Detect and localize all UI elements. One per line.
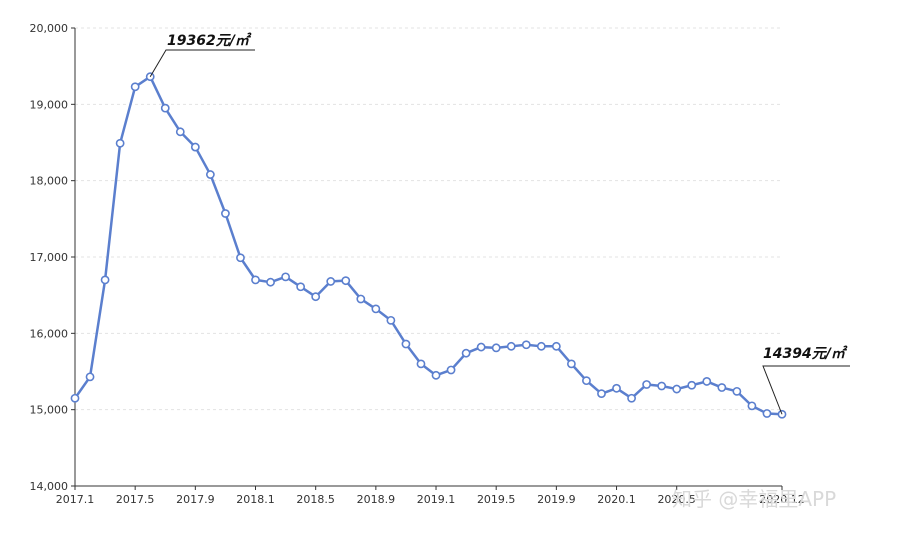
data-point xyxy=(281,272,290,282)
data-point xyxy=(416,359,426,369)
data-point xyxy=(536,341,546,351)
annotation-label: 14394元/㎡ xyxy=(763,345,848,362)
data-point xyxy=(160,103,170,113)
x-tick-label: 2019.5 xyxy=(477,493,516,506)
data-point xyxy=(311,292,321,302)
data-point xyxy=(747,401,757,411)
data-point xyxy=(612,383,621,393)
watermark-text: 知乎 @幸福里APP xyxy=(672,487,836,511)
data-point xyxy=(461,348,471,358)
data-point xyxy=(386,315,396,325)
data-point xyxy=(567,359,576,369)
data-point xyxy=(326,277,336,286)
x-tick-label: 2019.1 xyxy=(417,493,456,506)
data-point xyxy=(236,253,245,263)
y-tick-label: 15,000 xyxy=(30,404,69,417)
data-point xyxy=(175,127,185,137)
x-tick-label: 2020.12 xyxy=(759,493,805,506)
data-point xyxy=(491,343,501,353)
x-tick-label: 2018.5 xyxy=(296,493,335,506)
data-point xyxy=(251,275,260,285)
y-tick-label: 16,000 xyxy=(30,327,69,340)
data-point xyxy=(582,376,591,386)
y-tick-label: 18,000 xyxy=(30,175,69,188)
annotations: 19362元/㎡ 14394元/㎡ xyxy=(149,32,850,415)
data-point xyxy=(356,294,366,304)
data-point xyxy=(717,383,727,392)
data-point xyxy=(431,370,441,380)
y-tick-label: 19,000 xyxy=(30,98,69,111)
y-tick-label: 14,000 xyxy=(30,480,69,493)
data-point xyxy=(657,381,667,391)
data-point xyxy=(672,384,682,394)
y-tick-labels: 14,000 15,000 16,000 17,000 18,000 19,000 20,0… xyxy=(30,22,75,493)
grid-lines xyxy=(75,27,782,411)
annotation-label: 19362元/㎡ xyxy=(167,32,252,49)
x-tick-label: 2019.9 xyxy=(537,493,576,506)
x-tick-label: 2017.1 xyxy=(56,493,95,506)
data-point xyxy=(221,209,230,218)
x-tick-label: 2017.9 xyxy=(176,493,215,506)
annotation-leader xyxy=(149,49,255,77)
data-point xyxy=(521,340,531,350)
annotation-leader xyxy=(762,365,850,415)
data-point xyxy=(597,389,606,399)
data-point xyxy=(506,341,516,351)
data-point xyxy=(476,342,486,352)
data-point xyxy=(70,393,80,403)
data-point xyxy=(190,142,200,152)
data-point xyxy=(627,393,636,403)
x-tick-label: 2018.1 xyxy=(236,493,275,506)
data-point xyxy=(446,365,456,375)
data-point xyxy=(732,386,742,396)
x-tick-label: 2020.5 xyxy=(657,493,696,506)
data-point xyxy=(296,282,306,292)
data-point xyxy=(551,341,561,351)
data-point xyxy=(702,377,712,386)
x-tick-label: 2020.1 xyxy=(597,493,636,506)
data-point xyxy=(687,380,697,390)
data-point xyxy=(762,409,772,418)
series-line xyxy=(73,75,783,416)
x-tick-label: 2017.5 xyxy=(116,493,155,506)
data-point xyxy=(266,277,275,287)
data-point xyxy=(341,276,351,286)
y-tick-label: 17,000 xyxy=(30,251,69,264)
data-point xyxy=(115,138,125,148)
x-tick-labels: 2017.1 2017.5 2017.9 2018.1 2018.5 2018.9 2019… xyxy=(56,486,805,506)
x-tick-label: 2018.9 xyxy=(357,493,396,506)
data-point xyxy=(100,275,110,285)
data-points xyxy=(70,72,787,419)
data-point xyxy=(205,170,215,179)
data-point xyxy=(85,372,95,382)
data-point xyxy=(371,304,381,314)
data-point xyxy=(401,339,411,349)
data-point xyxy=(642,380,652,389)
data-point xyxy=(130,82,140,92)
y-tick-label: 20,000 xyxy=(30,22,69,35)
